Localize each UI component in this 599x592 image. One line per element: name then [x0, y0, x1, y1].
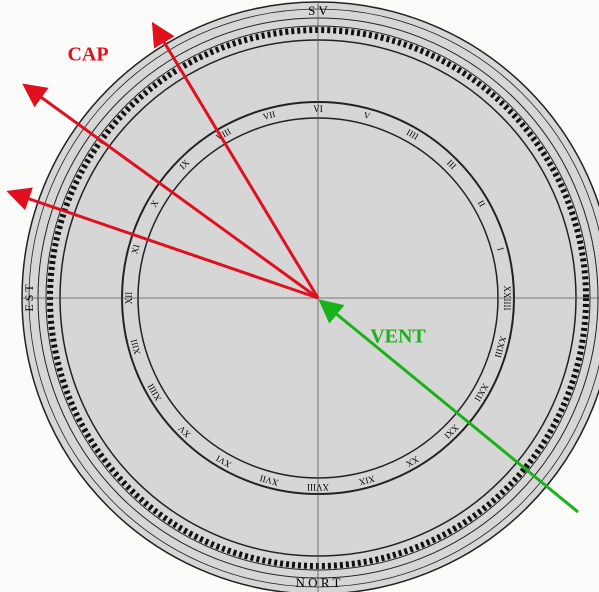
- cap-label: CAP: [67, 44, 108, 66]
- hour-numeral: VI: [313, 104, 323, 114]
- south-label: S V: [308, 3, 328, 18]
- hour-numeral: XII: [124, 292, 134, 305]
- hour-numeral: XXIIII: [502, 286, 512, 311]
- east-label: E S T: [22, 284, 36, 312]
- instrument-diagram: IIIIIIIIIIVVIVIIVIIIIXXXIXIIXIIIXIIIIXVX…: [0, 0, 599, 592]
- vent-label: VENT: [370, 326, 426, 348]
- hour-numeral: XVIII: [307, 482, 329, 492]
- north-label: N O R T: [296, 575, 341, 590]
